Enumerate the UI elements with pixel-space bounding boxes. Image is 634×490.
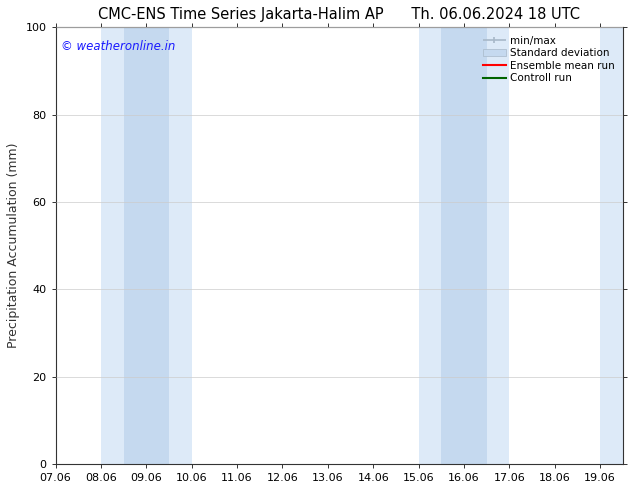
Bar bbox=[101, 27, 191, 464]
Bar bbox=[441, 27, 487, 464]
Bar bbox=[600, 27, 623, 464]
Title: CMC-ENS Time Series Jakarta-Halim AP      Th. 06.06.2024 18 UTC: CMC-ENS Time Series Jakarta-Halim AP Th.… bbox=[98, 7, 580, 22]
Bar bbox=[124, 27, 169, 464]
Bar bbox=[418, 27, 509, 464]
Legend: min/max, Standard deviation, Ensemble mean run, Controll run: min/max, Standard deviation, Ensemble me… bbox=[479, 32, 618, 87]
Y-axis label: Precipitation Accumulation (mm): Precipitation Accumulation (mm) bbox=[7, 143, 20, 348]
Text: © weatheronline.in: © weatheronline.in bbox=[61, 40, 176, 53]
